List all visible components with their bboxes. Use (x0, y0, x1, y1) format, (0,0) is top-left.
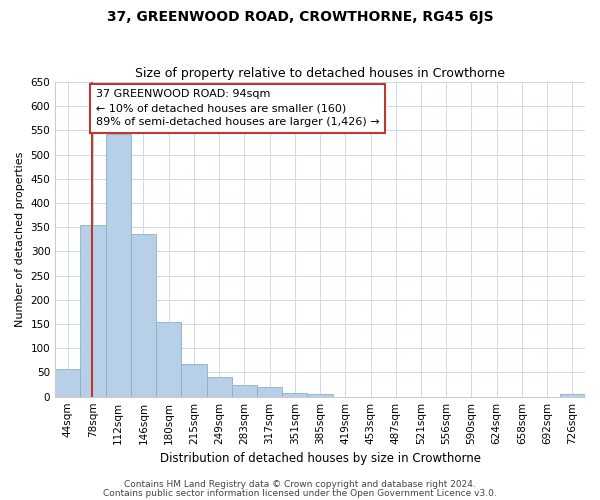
Bar (560, 394, 585, 396)
Text: Contains HM Land Registry data © Crown copyright and database right 2024.: Contains HM Land Registry data © Crown c… (124, 480, 476, 489)
Bar (156, 322, 181, 396)
Bar (80, 225, 106, 396)
Text: Contains public sector information licensed under the Open Government Licence v3: Contains public sector information licen… (103, 488, 497, 498)
Bar (181, 364, 206, 396)
Bar (282, 393, 307, 396)
Bar (307, 394, 332, 396)
Bar (106, 134, 131, 396)
Bar (131, 234, 156, 396)
Bar (206, 377, 232, 396)
Text: 37, GREENWOOD ROAD, CROWTHORNE, RG45 6JS: 37, GREENWOOD ROAD, CROWTHORNE, RG45 6JS (107, 10, 493, 24)
Text: 37 GREENWOOD ROAD: 94sqm
← 10% of detached houses are smaller (160)
89% of semi-: 37 GREENWOOD ROAD: 94sqm ← 10% of detach… (96, 90, 380, 128)
X-axis label: Distribution of detached houses by size in Crowthorne: Distribution of detached houses by size … (160, 452, 481, 465)
Bar (257, 387, 282, 396)
Bar (232, 384, 257, 396)
Bar (55, 369, 80, 396)
Y-axis label: Number of detached properties: Number of detached properties (15, 152, 25, 327)
Title: Size of property relative to detached houses in Crowthorne: Size of property relative to detached ho… (135, 66, 505, 80)
